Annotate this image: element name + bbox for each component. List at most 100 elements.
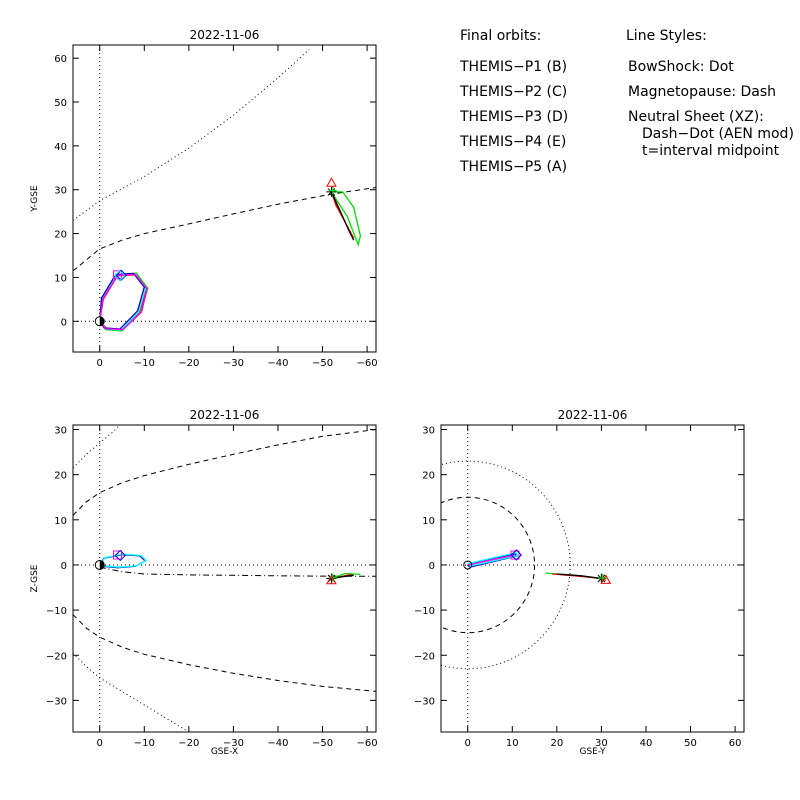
yz-chart-title: 2022-11-06	[558, 408, 628, 422]
xz-orbit-series-3	[331, 572, 361, 580]
xy-x-tick-label: 0	[97, 358, 103, 369]
xy-orbit-series-2	[99, 273, 147, 331]
xz-y-axis-label: Z-GSE	[30, 564, 40, 592]
xz-y-tick-label: 20	[54, 471, 67, 482]
yz-plot-frame	[440, 424, 745, 733]
xz-plot-area	[73, 425, 376, 732]
legend-entry-p2: THEMIS−P2 (C)	[459, 84, 567, 100]
yz-y-tick-label: −30	[414, 696, 435, 707]
xz-triangle-marker	[326, 574, 337, 585]
xy-earth-marker	[94, 316, 105, 327]
xy-x-tick-label: −40	[267, 358, 288, 369]
yz-boundary-circle-dash	[441, 496, 536, 634]
xy-y-tick-label: 10	[54, 273, 67, 284]
line-styles-title: Line Styles:	[626, 28, 707, 44]
yz-x-tick-label: 10	[506, 738, 519, 749]
yz-x-tick-label: 30	[595, 738, 608, 749]
yz-orbit-series-4	[552, 573, 607, 581]
line-style-dash-dot: Dash−Dot (AEN mod)	[642, 126, 794, 142]
xz-y-tick-label: 10	[54, 516, 67, 527]
xy-earth-dayside	[99, 316, 105, 326]
yz-y-tick-label: 20	[422, 471, 435, 482]
xy-orbit-series-6	[330, 191, 362, 247]
xy-x-tick-label: −30	[223, 358, 244, 369]
xz-x-tick-label: −30	[223, 738, 244, 749]
xz-earth-marker	[94, 559, 105, 570]
yz-boundary-circle-dot	[441, 460, 571, 670]
xz-boundary-dash-dot	[99, 566, 376, 577]
xz-y-tick-label: −20	[46, 651, 67, 662]
xz-chart-title: 2022-11-06	[190, 408, 260, 422]
legend-entry-p1: THEMIS−P1 (B)	[459, 59, 567, 75]
xy-y-axis-label: Y-GSE	[30, 185, 40, 213]
xz-x-tick-label: −20	[178, 738, 199, 749]
xz-x-tick-label: −10	[134, 738, 155, 749]
xz-orbit-series-1	[99, 553, 148, 568]
xy-plus-marker	[328, 186, 337, 195]
xy-boundary-dash	[73, 187, 376, 272]
yz-x-tick-label: 0	[465, 738, 471, 749]
yz-orbit-series-1	[467, 552, 519, 567]
yz-x-tick-label: 20	[550, 738, 563, 749]
xy-orbit-series-4	[99, 273, 148, 331]
xz-x-tick-label: −50	[312, 738, 333, 749]
xz-x-axis-label: GSE-X	[211, 747, 238, 757]
line-style-magnetopause: Magnetopause: Dash	[628, 84, 776, 100]
xz-square-marker	[113, 550, 123, 560]
xz-y-tick-label: 30	[54, 426, 67, 437]
xz-y-tick-label: 0	[61, 561, 67, 572]
xz-boundary-dash	[73, 614, 376, 692]
yz-x-tick-label: 60	[729, 738, 742, 749]
xy-y-tick-label: 0	[61, 317, 67, 328]
yz-x-tick-label: 40	[640, 738, 653, 749]
yz-y-tick-label: −10	[414, 606, 435, 617]
line-styles-legend: Line Styles: BowShock: Dot Magnetopause:…	[626, 28, 794, 159]
xz-boundary-dash	[73, 429, 376, 516]
legend: Final orbits: THEMIS−P1 (B) THEMIS−P2 (C…	[459, 28, 568, 175]
xz-plot-frame	[72, 424, 377, 733]
legend-title: Final orbits:	[460, 28, 541, 44]
xy-y-tick-label: 20	[54, 230, 67, 241]
yz-y-tick-label: 0	[429, 561, 435, 572]
xy-orbit-series-7	[330, 191, 355, 241]
xy-y-tick-label: 40	[54, 142, 67, 153]
yz-plot-area	[441, 425, 744, 732]
yz-triangle-marker	[600, 574, 612, 584]
xy-triangle-marker	[326, 177, 337, 187]
xy-plot-frame	[72, 44, 377, 353]
plot-yz: 0 10 20 30 40 50 60 30 20 10 0 −10 −20 −30 2022-11-06 G…	[414, 408, 745, 757]
yz-y-tick-label: 30	[422, 426, 435, 437]
xy-boundary-dot	[73, 49, 310, 221]
yz-y-tick-label: 10	[422, 516, 435, 527]
xy-x-tick-label: −50	[312, 358, 333, 369]
plot-xy: 0 −10 −20 −30 −40 −50 −60 0 10 20 30 40 50 60 2022-11-…	[30, 28, 378, 369]
line-style-bowshock: BowShock: Dot	[628, 59, 734, 75]
xz-asterisk-marker	[326, 573, 337, 584]
xz-boundary-dot	[73, 652, 190, 732]
yz-diamond-marker	[510, 549, 523, 561]
yz-orbit-series-2	[467, 554, 515, 566]
xz-x-tick-label: −60	[357, 738, 378, 749]
xy-diamond-marker	[115, 269, 127, 281]
line-style-neutral-sheet: Neutral Sheet (XZ):	[628, 109, 764, 125]
xy-chart-title: 2022-11-06	[190, 28, 260, 42]
line-style-interval: t=interval midpoint	[642, 143, 780, 159]
xz-x-tick-label: −40	[267, 738, 288, 749]
legend-entry-p5: THEMIS−P5 (A)	[459, 159, 567, 175]
xz-y-tick-label: −10	[46, 606, 67, 617]
legend-entry-p4: THEMIS−P4 (E)	[459, 134, 566, 150]
xy-y-tick-label: 50	[54, 98, 67, 109]
yz-x-axis-label: GSE-Y	[579, 747, 606, 757]
xy-x-tick-label: −20	[178, 358, 199, 369]
xz-diamond-marker	[114, 549, 126, 562]
xy-x-tick-label: −10	[134, 358, 155, 369]
plot-xz: 0 −10 −20 −30 −40 −50 −60 30 20 10 0 −10 −20 −30 2022-…	[30, 408, 378, 757]
xy-plot-area	[73, 45, 376, 352]
xy-y-tick-label: 30	[54, 186, 67, 197]
xy-y-tick-label: 60	[54, 54, 67, 65]
legend-entry-p3: THEMIS−P3 (D)	[459, 109, 568, 125]
yz-circle-marker	[463, 560, 473, 570]
yz-orbit-series-5	[556, 573, 602, 580]
xy-diamond-marker	[114, 269, 126, 282]
